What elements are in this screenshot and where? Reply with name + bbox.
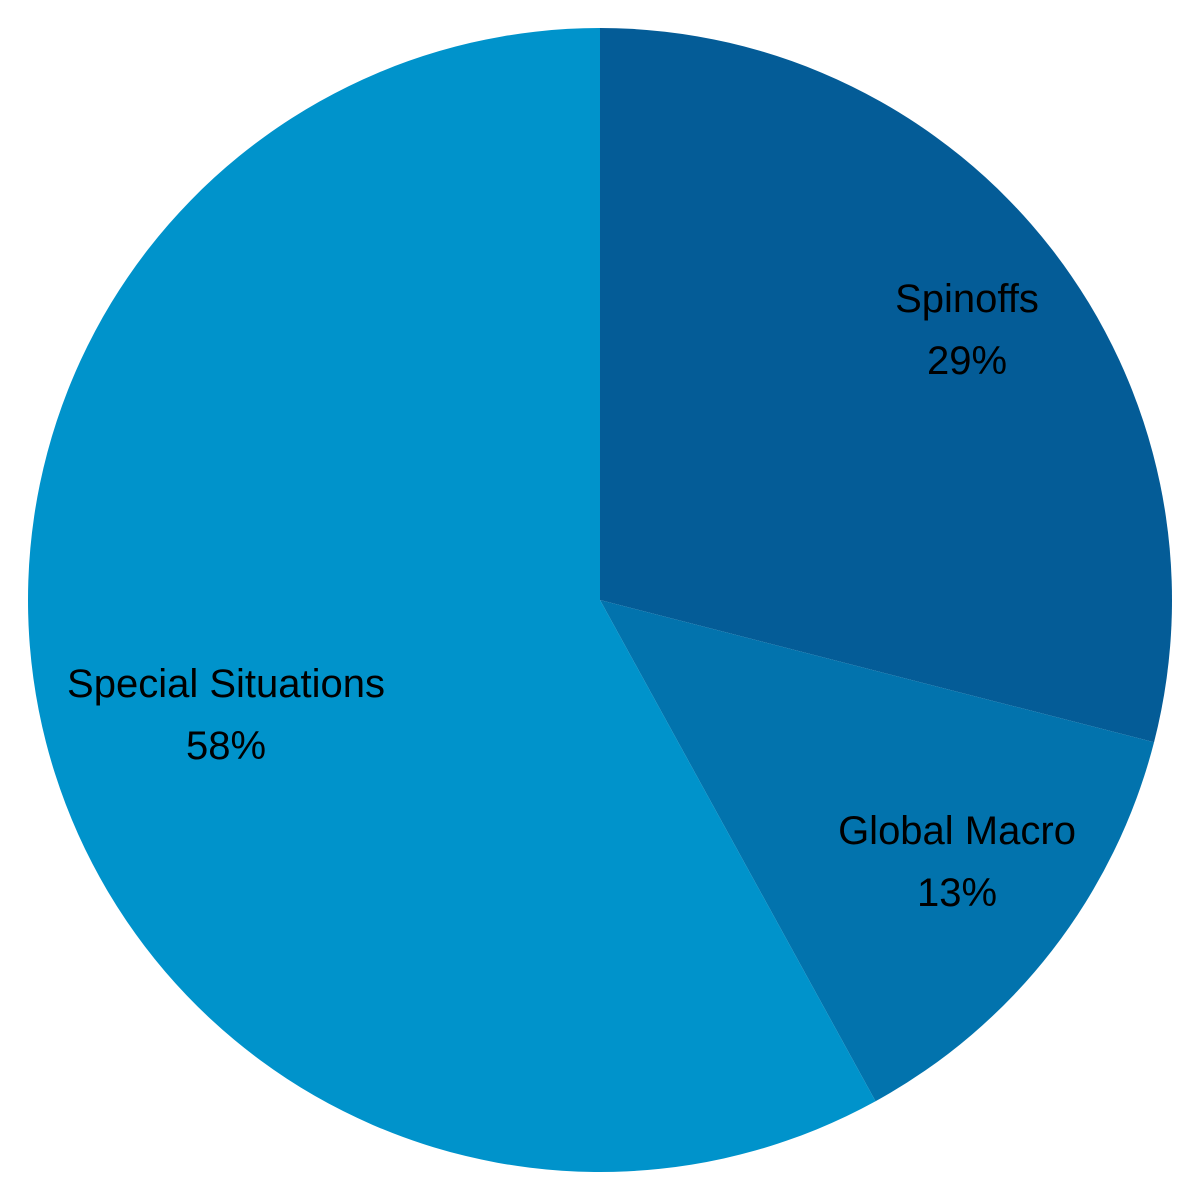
slice-name: Special Situations	[67, 662, 385, 706]
pie-slices	[28, 28, 1173, 1172]
pie-slice-special-situations	[28, 28, 876, 1172]
pie-labels: Spinoffs 29% Global Macro 13% Special Situat…	[67, 277, 1076, 915]
slice-percent: 13%	[917, 871, 997, 915]
slice-label-spinoffs: Spinoffs 29%	[895, 277, 1039, 383]
slice-label-special-situations: Special Situations 58%	[67, 662, 385, 768]
slice-name: Global Macro	[838, 809, 1076, 853]
slice-name: Spinoffs	[895, 277, 1039, 321]
pie-slice-global-macro	[600, 600, 1155, 1102]
slice-label-global-macro: Global Macro 13%	[838, 809, 1076, 915]
slice-percent: 58%	[186, 724, 266, 768]
pie-slice-spinoffs	[600, 28, 1173, 743]
slice-percent: 29%	[927, 339, 1007, 383]
